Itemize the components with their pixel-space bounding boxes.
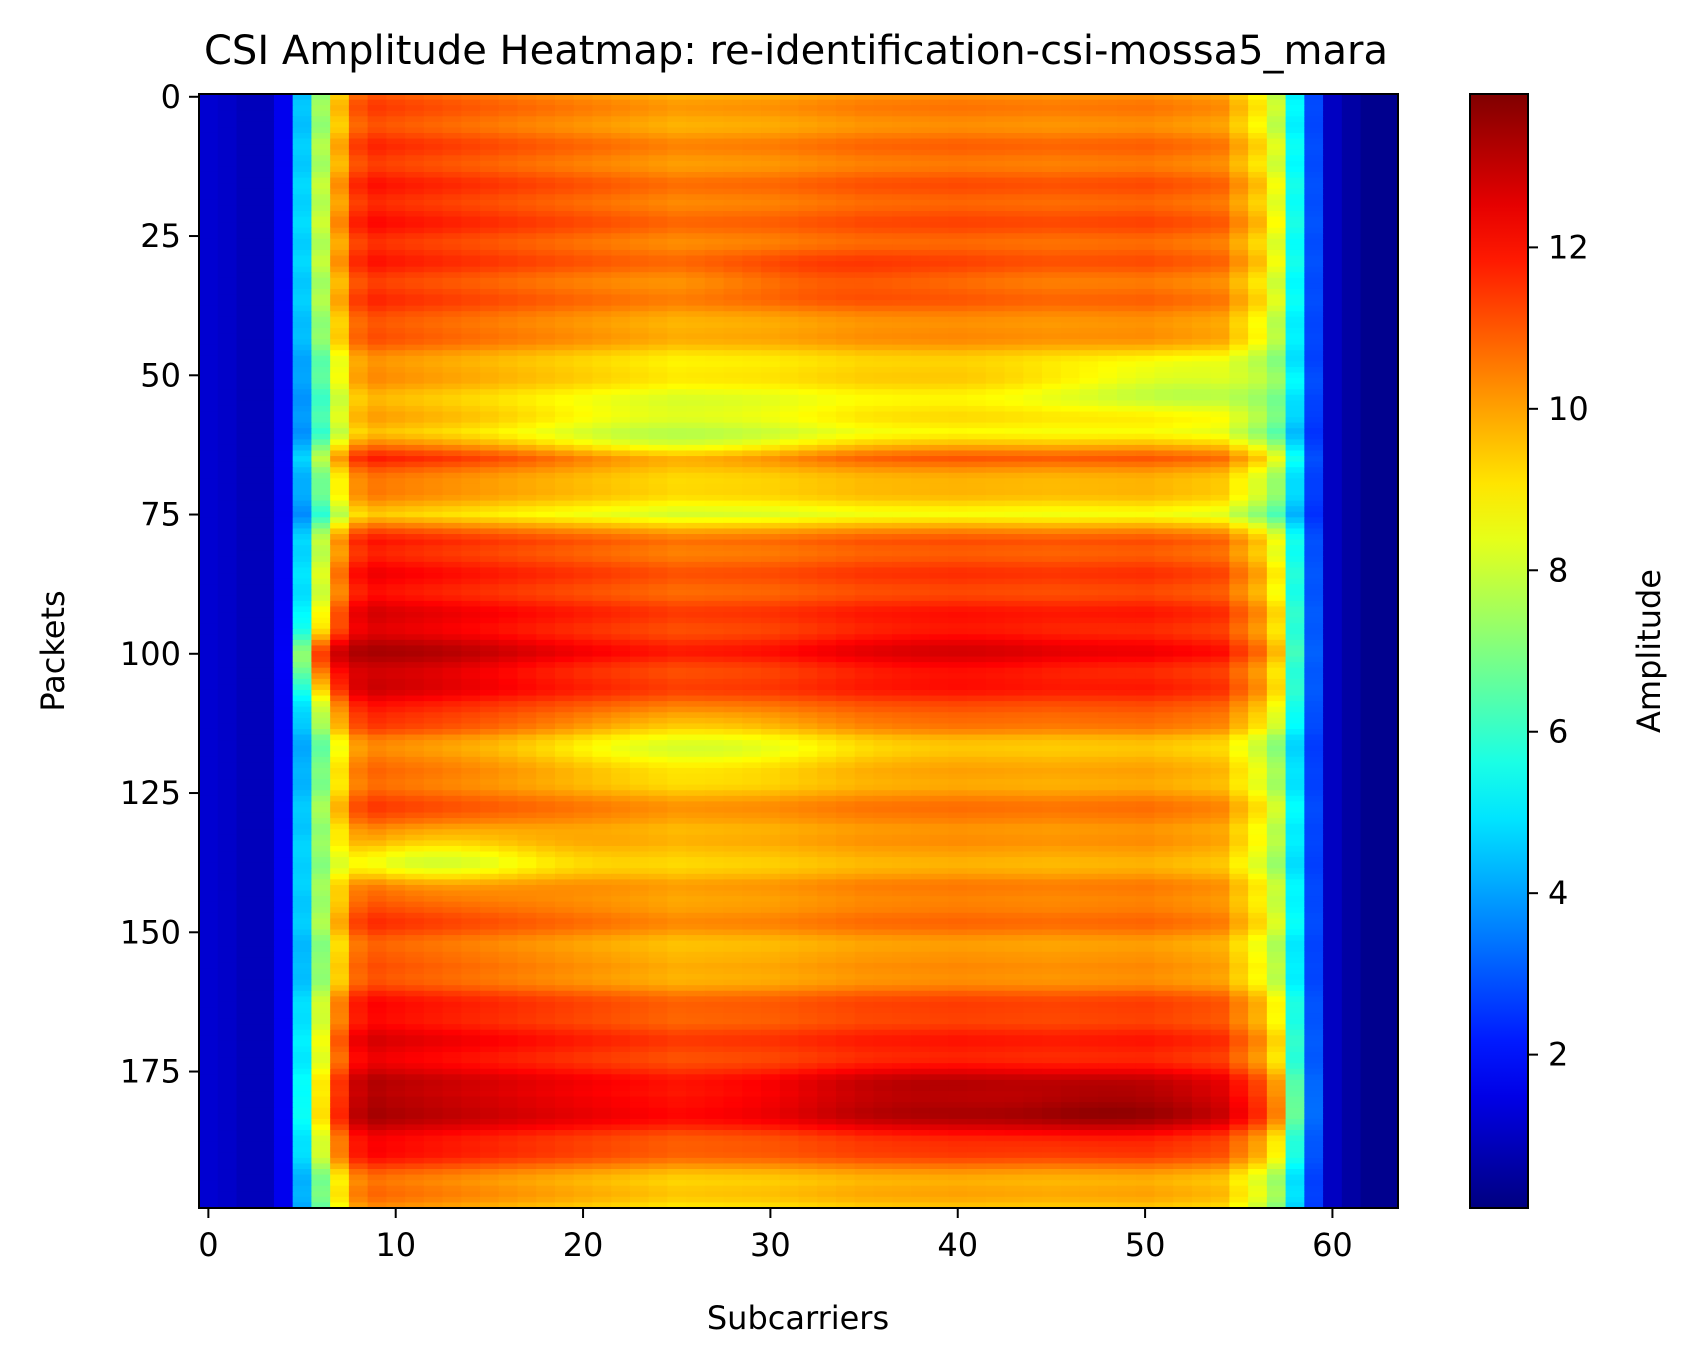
x-axis-label: Subcarriers	[707, 1299, 889, 1337]
colorbar-tick-label: 12	[1548, 228, 1589, 266]
colorbar	[1469, 93, 1529, 1209]
y-tick-label: 0	[161, 78, 181, 116]
colorbar-tick-label: 8	[1548, 551, 1568, 589]
colorbar-tick-label: 6	[1548, 713, 1568, 751]
y-axis-ticks: 0 25 50 75 100 125 150 175	[120, 78, 199, 1091]
y-tick-label: 75	[140, 496, 181, 534]
y-tick-label: 25	[140, 217, 181, 255]
colorbar-tick-label: 2	[1548, 1036, 1568, 1074]
y-tick-label: 150	[120, 913, 181, 951]
x-tick-label: 30	[750, 1226, 791, 1264]
x-tick-label: 20	[563, 1226, 604, 1264]
colorbar-tick-label: 10	[1548, 390, 1589, 428]
x-tick-label: 40	[937, 1226, 978, 1264]
colorbar-ticks: 2 4 6 8 10 12	[1528, 228, 1589, 1074]
x-axis-ticks: 0 10 20 30 40 50 60	[198, 1208, 1353, 1264]
x-tick-label: 50	[1125, 1226, 1166, 1264]
plot-frame	[198, 93, 1399, 1209]
colorbar-label: Amplitude	[1630, 569, 1668, 733]
y-tick-label: 175	[120, 1053, 181, 1091]
chart-title: CSI Amplitude Heatmap: re-identification…	[204, 28, 1388, 74]
x-tick-label: 0	[198, 1226, 218, 1264]
y-tick-label: 50	[140, 356, 181, 394]
y-tick-label: 100	[120, 635, 181, 673]
colorbar-tick-label: 4	[1548, 874, 1568, 912]
y-tick-label: 125	[120, 774, 181, 812]
y-axis-label: Packets	[34, 590, 72, 711]
x-tick-label: 60	[1312, 1226, 1353, 1264]
x-tick-label: 10	[375, 1226, 416, 1264]
heatmap-cells	[199, 94, 1399, 1209]
